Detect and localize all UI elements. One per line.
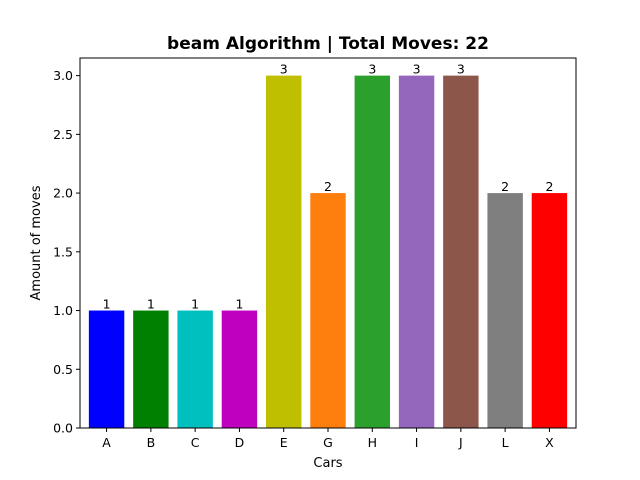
bar-a	[88, 310, 125, 428]
data-label-l: 2	[501, 179, 509, 194]
bar-g	[310, 193, 346, 428]
chart-title: beam Algorithm | Total Moves: 22	[167, 34, 489, 54]
bar-e	[266, 75, 302, 429]
data-label-i: 3	[413, 62, 421, 77]
data-label-b: 1	[147, 297, 155, 312]
data-labels-group: 1 1 1 1 3 2 3 3 3 2 2	[103, 62, 554, 312]
y-tick-label: 3.0	[53, 68, 73, 83]
x-tick-label-g: G	[323, 435, 333, 450]
bar-c	[177, 310, 213, 428]
y-tick-label: 0.0	[53, 421, 73, 436]
data-label-c: 1	[191, 297, 199, 312]
y-axis: 0.0 0.5 1.0 1.5 2.0 2.5 3.0	[53, 68, 80, 436]
x-tick-label-c: C	[191, 435, 200, 450]
y-tick-label: 2.5	[53, 127, 73, 142]
data-label-j: 3	[457, 62, 465, 77]
data-label-g: 2	[324, 179, 332, 194]
bar-j	[443, 75, 479, 429]
x-tick-label-h: H	[368, 435, 377, 450]
x-tick-label-e: E	[280, 435, 288, 450]
x-tick-label-i: I	[415, 435, 419, 450]
data-label-a: 1	[103, 297, 111, 312]
bar-l	[487, 193, 523, 428]
y-axis-label: Amount of moves	[29, 185, 44, 300]
data-label-x: 2	[545, 179, 553, 194]
bar-i	[398, 75, 435, 429]
x-axis-label: Cars	[313, 456, 342, 471]
x-tick-label-b: B	[147, 435, 156, 450]
bars-group	[88, 75, 568, 429]
y-tick-label: 1.5	[53, 244, 73, 259]
y-tick-label: 1.0	[53, 303, 73, 318]
y-tick-label: 0.5	[53, 362, 73, 377]
x-tick-label-a: A	[102, 435, 111, 450]
x-tick-label-d: D	[235, 435, 245, 450]
x-tick-label-l: L	[502, 435, 509, 450]
bar-x	[531, 193, 568, 428]
y-tick-label: 2.0	[53, 186, 73, 201]
bar-h	[354, 75, 390, 429]
bar-b	[133, 310, 169, 428]
x-tick-label-j: J	[458, 435, 463, 450]
bar-d	[221, 310, 258, 428]
x-tick-label-x: X	[545, 435, 554, 450]
plot-frame	[79, 57, 577, 429]
data-label-e: 3	[280, 62, 288, 77]
data-label-d: 1	[235, 297, 243, 312]
data-label-h: 3	[368, 62, 376, 77]
